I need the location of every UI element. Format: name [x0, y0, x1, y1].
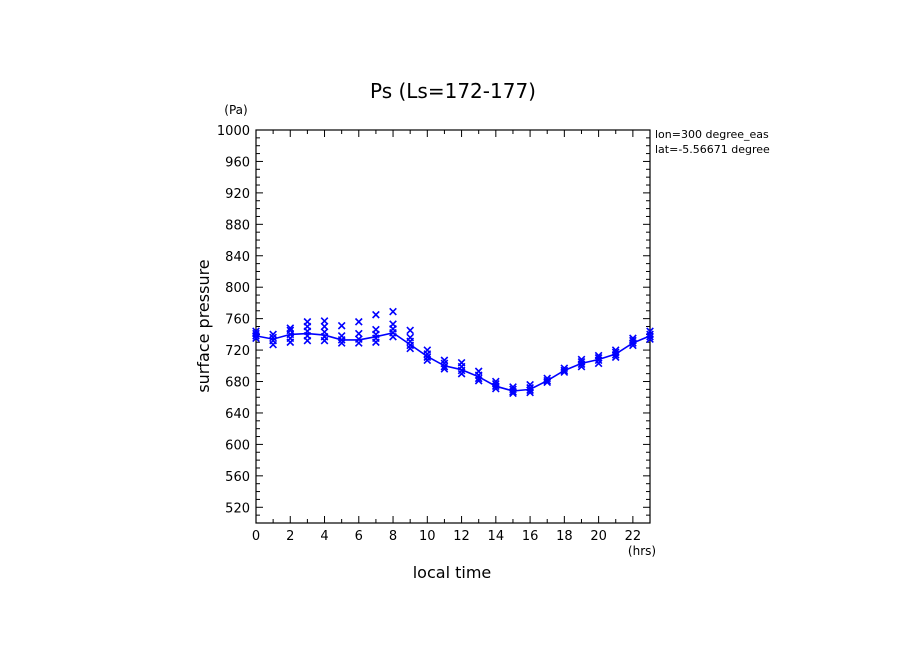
- y-tick-label: 520: [225, 501, 250, 516]
- y-tick-label: 880: [225, 218, 250, 233]
- x-tick-label: 16: [522, 529, 539, 544]
- y-tick-label: 720: [225, 344, 250, 359]
- data-point-marker: [337, 332, 346, 340]
- data-point-marker: [303, 317, 312, 326]
- data-point-marker: [406, 344, 415, 353]
- x-axis-label: local time: [413, 563, 492, 582]
- chart-title: Ps (Ls=172-177): [370, 79, 536, 103]
- x-tick-label: 10: [419, 529, 436, 544]
- data-point-marker: [560, 364, 569, 373]
- mean-pressure-line: [255, 331, 651, 392]
- data-point-marker: [543, 376, 552, 385]
- data-point-marker: [354, 329, 363, 338]
- data-point-marker: [389, 320, 397, 328]
- data-point-marker: [440, 356, 449, 365]
- data-point-marker: [474, 367, 483, 376]
- x-tick-label: 4: [320, 529, 328, 544]
- y-tick-label: 1000: [217, 124, 250, 139]
- data-point-marker: [526, 383, 534, 392]
- x-tick-label: 8: [389, 529, 397, 544]
- data-point-marker: [509, 383, 517, 391]
- x-tick-label: 22: [625, 529, 642, 544]
- y-tick-label: 760: [225, 313, 250, 328]
- data-point-marker: [526, 380, 534, 389]
- data-point-marker: [406, 326, 415, 335]
- plot-frame: [255, 129, 651, 524]
- data-point-marker: [611, 348, 620, 357]
- y-tick-label: 640: [225, 407, 250, 422]
- data-point-marker: [577, 358, 586, 366]
- y-tick-label: 600: [225, 438, 250, 453]
- data-point-marker: [337, 339, 346, 347]
- y-tick-label: 800: [225, 281, 250, 296]
- data-point-marker: [594, 354, 603, 362]
- data-point-marker: [354, 317, 363, 326]
- x-tick-label: 12: [453, 529, 470, 544]
- x-unit-label: (hrs): [628, 544, 656, 558]
- data-point-marker: [252, 327, 260, 336]
- y-tick-label: 920: [225, 187, 250, 202]
- y-axis-label: surface pressure: [194, 259, 213, 392]
- data-point-marker: [423, 356, 432, 365]
- x-tick-label: 6: [355, 529, 363, 544]
- data-point-marker: [286, 326, 295, 335]
- data-point-marker: [457, 358, 466, 367]
- data-point-marker: [474, 374, 483, 383]
- data-point-marker: [389, 307, 397, 316]
- data-point-marker: [646, 330, 654, 339]
- data-point-marker: [440, 359, 449, 368]
- data-point-marker: [577, 355, 586, 364]
- data-point-marker: [269, 336, 277, 345]
- data-point-marker: [372, 310, 380, 319]
- x-tick-label: 18: [556, 529, 573, 544]
- x-tick-label: 0: [252, 529, 260, 544]
- data-point-marker: [543, 374, 552, 383]
- data-point-marker: [423, 353, 432, 362]
- data-point-marker: [286, 324, 295, 332]
- data-point-marker: [594, 351, 603, 360]
- data-point-marker: [269, 330, 277, 339]
- x-tick-label: 14: [488, 529, 505, 544]
- data-point-marker: [560, 366, 569, 375]
- y-tick-label: 680: [225, 376, 250, 391]
- data-point-marker: [372, 325, 380, 334]
- y-tick-label: 960: [225, 155, 250, 170]
- data-point-marker: [629, 336, 637, 345]
- data-point-marker: [337, 321, 346, 330]
- y-tick-label: 840: [225, 250, 250, 265]
- y-tick-label: 560: [225, 470, 250, 485]
- data-point-marker: [252, 329, 260, 338]
- data-point-marker: [457, 369, 466, 378]
- data-point-marker: [269, 333, 277, 342]
- data-point-marker: [320, 317, 329, 325]
- data-point-marker: [646, 327, 654, 336]
- plot-area: 0 2 4 6 8 10 12 14 16 18 20 22 520 560 600 640 680 720 760…: [217, 124, 654, 544]
- data-point-marker: [440, 362, 449, 371]
- x-tick-label: 20: [590, 529, 607, 544]
- data-point-marker: [423, 346, 432, 354]
- lat-annotation: lat=-5.56671 degree: [655, 143, 770, 156]
- data-point-marker: [509, 385, 517, 394]
- data-point-marker: [629, 334, 637, 343]
- data-point-marker: [491, 377, 500, 386]
- data-point-marker: [406, 333, 415, 342]
- x-tick-label: 2: [286, 529, 294, 544]
- data-point-marker: [491, 380, 500, 388]
- lon-annotation: lon=300 degree_eas: [655, 128, 769, 141]
- data-point-marker: [611, 346, 620, 354]
- y-unit-label: (Pa): [224, 103, 247, 117]
